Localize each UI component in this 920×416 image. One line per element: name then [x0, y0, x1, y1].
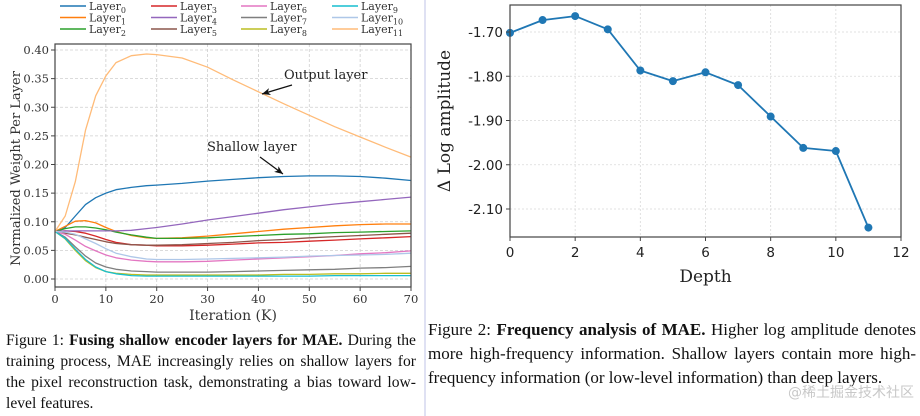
legend-label: Layer0 — [89, 0, 126, 15]
legend-label: Layer11 — [361, 23, 403, 38]
x-tick-label: 2 — [571, 245, 580, 261]
watermark: @稀土掘金技术社区 — [788, 385, 914, 401]
series-line-layer-5 — [54, 230, 412, 246]
legend-label: Layer10 — [361, 12, 403, 27]
data-point — [603, 25, 612, 34]
legend-item: Layer6 — [241, 0, 307, 15]
y-tick-label: -2.10 — [468, 202, 503, 218]
x-tick-label: 6 — [701, 245, 710, 261]
y-tick-label: 0.40 — [23, 43, 49, 57]
annotation-arrow-output — [261, 84, 293, 96]
legend-label: Layer7 — [270, 12, 307, 27]
figure-2-bold-title: Frequency analysis of MAE. — [496, 320, 706, 339]
x-tick-label: 30 — [200, 292, 215, 306]
data-point — [538, 16, 547, 25]
data-point — [831, 147, 840, 156]
y-tick-label: -2.00 — [468, 158, 503, 174]
x-tick-label: 40 — [251, 292, 266, 306]
x-tick-label: 0 — [506, 245, 515, 261]
legend-label: Layer2 — [89, 23, 126, 38]
x-axis-label: Iteration (K) — [189, 308, 277, 324]
figure-2-panel: -1.70 -1.80 -1.90 -2.00 -2.10 0 2 4 6 8 10 12 Depth Δ… — [426, 0, 920, 416]
data-point — [668, 77, 677, 86]
legend-label: Layer1 — [89, 12, 126, 27]
legend-label: Layer4 — [180, 12, 217, 27]
y-axis-label: Normalized Weight Per Layer — [9, 70, 24, 266]
legend-item: Layer8 — [241, 23, 307, 38]
data-point — [864, 223, 873, 232]
y-tick-label: 0.15 — [23, 186, 49, 200]
legend-item: Layer4 — [151, 12, 217, 27]
figure-1-bold-title: Fusing shallow encoder layers for MAE. — [69, 332, 343, 349]
figure-2-text: Higher log amplitude denotes more high-f… — [428, 320, 917, 387]
x-tick-label: 10 — [827, 245, 844, 261]
x-tick-label: 10 — [99, 292, 114, 306]
series-line-layer-3 — [54, 230, 412, 247]
legend-label: Layer8 — [270, 23, 307, 38]
y-tick-label: 0.05 — [23, 243, 49, 257]
legend-item: Layer9 — [332, 0, 398, 15]
figure-1-label: Figure 1: — [6, 332, 64, 349]
x-tick-label: 0 — [51, 292, 58, 306]
legend-item: Layer5 — [151, 23, 217, 38]
data-point — [799, 143, 808, 152]
x-tick-label: 70 — [404, 292, 419, 306]
data-point — [766, 112, 775, 121]
legend-item: Layer10 — [332, 12, 403, 27]
legend-label: Layer5 — [180, 23, 217, 38]
legend-item: Layer11 — [332, 23, 403, 38]
data-point — [734, 81, 743, 90]
figure-2-caption: Figure 2: Frequency analysis of MAE. Hig… — [428, 318, 916, 390]
y-tick-label: 0.25 — [23, 129, 49, 143]
y-tick-label: 0.00 — [23, 272, 49, 286]
annotation-shallow-layer: Shallow layer — [207, 140, 297, 155]
legend-item: Layer7 — [241, 12, 307, 27]
series-line-layer-11 — [54, 53, 412, 232]
legend-item: Layer0 — [60, 0, 126, 15]
legend-label: Layer3 — [180, 0, 217, 15]
y-tick-label: -1.70 — [468, 25, 503, 41]
legend-item: Layer1 — [60, 12, 126, 27]
series-line-layer-2 — [54, 226, 412, 240]
legend-item: Layer3 — [151, 0, 217, 15]
x-axis-label: Depth — [679, 267, 731, 287]
series-line-layer-4 — [54, 196, 412, 233]
data-point — [701, 68, 710, 77]
data-point — [636, 66, 645, 75]
plot-frame — [54, 43, 412, 288]
y-tick-label: 0.10 — [23, 215, 49, 229]
series-line — [509, 15, 870, 228]
series-line-layer-8 — [54, 230, 411, 276]
x-tick-label: 20 — [149, 292, 164, 306]
y-axis-label: Δ Log amplitude — [435, 50, 455, 192]
y-tick-label: -1.80 — [468, 69, 503, 85]
y-tick-label: 0.35 — [23, 72, 49, 86]
legend-label: Layer6 — [270, 0, 307, 15]
x-tick-label: 8 — [766, 245, 775, 261]
figure-1-text: During the training process, MAE increas… — [6, 332, 416, 412]
annotation-arrow-shallow — [259, 156, 284, 175]
x-tick-label: 50 — [302, 292, 317, 306]
x-tick-label: 12 — [892, 245, 909, 261]
column-separator — [424, 0, 426, 416]
series-line-layer-10 — [54, 230, 412, 261]
y-tick-label: 0.20 — [23, 158, 49, 172]
x-tick-label: 4 — [636, 245, 645, 261]
series-line-layer-9 — [54, 230, 411, 277]
series-line-layer-7 — [54, 230, 412, 273]
figure-2-label: Figure 2: — [428, 320, 492, 339]
x-tick-label: 60 — [353, 292, 368, 306]
y-tick-label: 0.30 — [23, 100, 49, 114]
frequency-analysis-chart: -1.70 -1.80 -1.90 -2.00 -2.10 0 2 4 6 8 10 12 Depth Δ… — [435, 4, 910, 287]
legend-item: Layer2 — [60, 23, 126, 38]
legend-label: Layer9 — [361, 0, 398, 15]
figure-1-caption: Figure 1: Fusing shallow encoder layers … — [6, 330, 416, 414]
figure-1-panel: Layer0 Layer1 Layer2 Layer3 Layer4 Layer5 Laye… — [0, 0, 424, 416]
series-line-layer-0 — [54, 175, 412, 233]
data-point — [571, 12, 580, 21]
annotation-output-layer: Output layer — [284, 68, 368, 83]
y-tick-label: -1.90 — [468, 114, 503, 130]
